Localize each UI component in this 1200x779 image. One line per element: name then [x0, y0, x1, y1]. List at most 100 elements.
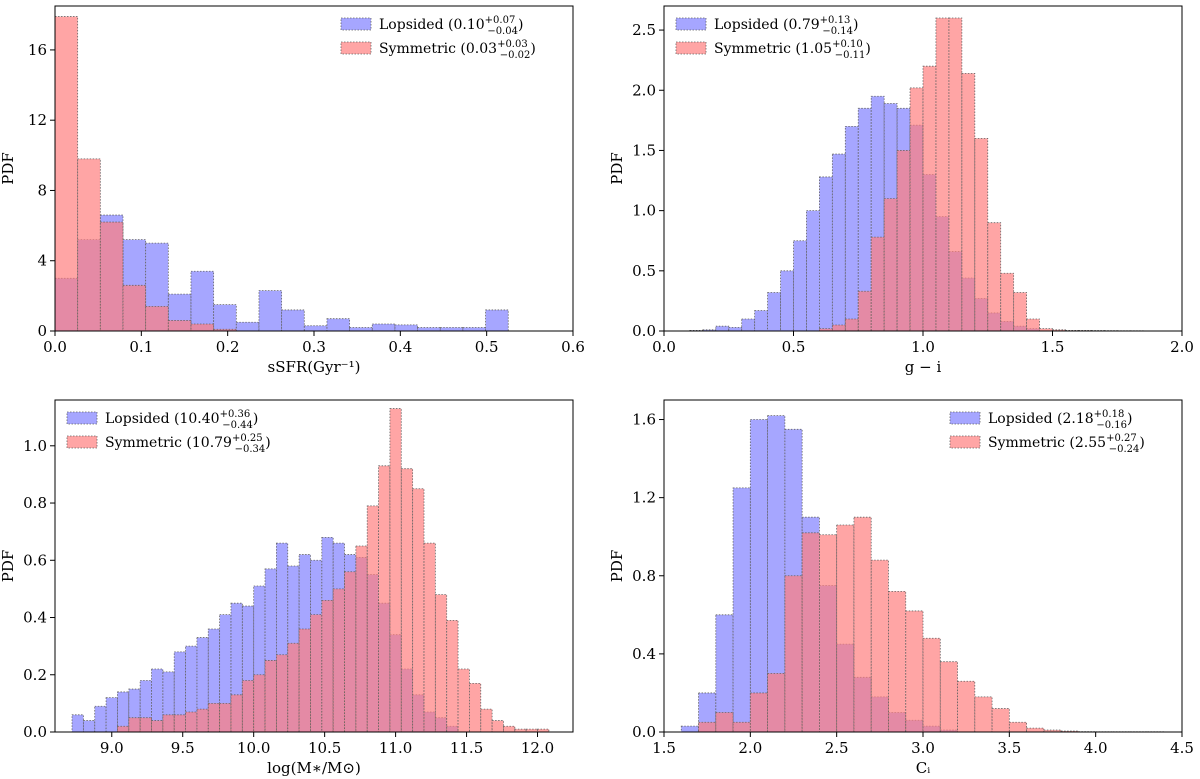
bar-symmetric — [1026, 727, 1045, 732]
bar-lopsided — [680, 725, 699, 732]
x-tick-label: 0.4 — [388, 338, 412, 356]
bar-symmetric — [935, 17, 950, 331]
x-tick-label: 0.2 — [216, 338, 240, 356]
bar-symmetric — [167, 320, 192, 331]
bar-lopsided — [371, 323, 396, 331]
bar-symmetric — [298, 628, 311, 732]
bar-symmetric — [831, 324, 846, 331]
y-tick-label: 0.8 — [23, 494, 47, 512]
x-axis-label: Cᵢ — [916, 759, 931, 777]
bar-symmetric — [55, 16, 79, 331]
y-tick-label: 1.0 — [23, 437, 47, 455]
y-tick-label: 0.4 — [23, 609, 47, 627]
bar-symmetric — [99, 221, 124, 331]
bar-symmetric — [922, 65, 937, 331]
bar-symmetric — [264, 660, 277, 732]
y-tick-label: 0 — [37, 322, 47, 340]
y-tick-label: 2.5 — [632, 21, 656, 39]
bar-lopsided — [258, 290, 283, 331]
legend: Lopsided (0.79+0.13 −0.14)Symmetric (1.05… — [675, 15, 871, 61]
bar-symmetric — [1013, 292, 1028, 331]
bar-symmetric — [190, 323, 215, 331]
y-tick-label: 4 — [37, 252, 47, 270]
bar-lopsided — [241, 605, 255, 732]
legend-swatch-symmetric — [675, 41, 707, 55]
legend-label-symmetric: Symmetric (2.55+0.27 −0.24) — [988, 433, 1145, 455]
bar-symmetric — [974, 138, 989, 331]
bar-symmetric — [784, 575, 803, 732]
bar-lopsided — [394, 324, 419, 331]
bar-symmetric — [122, 284, 147, 331]
x-tick-label: 0.5 — [782, 338, 806, 356]
bars-g-i — [689, 17, 1170, 331]
bar-symmetric — [434, 594, 448, 732]
bar-lopsided — [462, 327, 486, 331]
bar-lopsided — [303, 325, 328, 331]
bar-lopsided — [767, 292, 781, 331]
bar-symmetric — [446, 619, 459, 732]
y-tick-label: 1.2 — [632, 489, 656, 507]
x-axis-label: sSFR(Gyr⁻¹) — [268, 358, 361, 376]
axes-frame — [54, 399, 574, 733]
bar-symmetric — [275, 654, 289, 732]
panel-mstar: 9.0 9.5 10.0 10.5 11.0 11.5 12.0 0.0 0.2 0.4 0.6 0.… — [0, 399, 574, 777]
x-tick-label: 1.0 — [911, 338, 935, 356]
bar-lopsided — [207, 628, 221, 732]
x-tick-label: 11.0 — [379, 739, 412, 757]
bar-lopsided — [485, 309, 509, 331]
bars-ssfr — [55, 16, 509, 331]
bar-symmetric — [896, 150, 911, 331]
x-tick-label: 3.5 — [997, 739, 1021, 757]
bar-lopsided — [190, 270, 215, 331]
x-tick-label: 4.0 — [1084, 739, 1108, 757]
series-symmetric — [55, 16, 237, 331]
bar-symmetric — [836, 524, 855, 732]
y-tick-label: 0.0 — [23, 723, 47, 741]
bar-lopsided — [162, 671, 175, 732]
x-tick-label: 1.5 — [652, 739, 676, 757]
legend-swatch-lopsided — [340, 17, 372, 31]
bar-lopsided — [844, 125, 859, 331]
legend-label-symmetric: Symmetric (1.05+0.10 −0.11) — [714, 39, 871, 61]
bar-symmetric — [230, 694, 243, 732]
x-tick-label: 2.5 — [825, 739, 849, 757]
legend-label-symmetric: Symmetric (0.03+0.03 −0.02) — [379, 39, 536, 61]
bar-symmetric — [412, 488, 425, 732]
x-tick-label: 0.0 — [43, 338, 67, 356]
bar-symmetric — [870, 236, 885, 331]
y-tick-label: 0.6 — [23, 551, 47, 569]
bar-symmetric — [310, 614, 323, 732]
legend: Lopsided (10.40+0.36 −0.44)Symmetric (10.… — [66, 409, 271, 455]
x-tick-label: 3.0 — [911, 739, 935, 757]
bar-symmetric — [909, 87, 924, 331]
bar-symmetric — [185, 711, 198, 732]
bar-symmetric — [344, 571, 357, 732]
bar-symmetric — [939, 661, 958, 732]
bar-symmetric — [480, 708, 493, 732]
bar-lopsided — [281, 309, 305, 331]
bar-symmetric — [1052, 329, 1066, 331]
bar-symmetric — [844, 318, 859, 331]
x-tick-label: 0.5 — [475, 338, 499, 356]
legend-swatch-lopsided — [949, 411, 981, 425]
x-tick-label: 11.5 — [450, 739, 483, 757]
y-tick-label: 8 — [37, 181, 47, 199]
bar-lopsided — [71, 714, 84, 732]
bar-symmetric — [948, 17, 963, 331]
panel-g-i: 0.0 0.5 1.0 1.5 2.0 0.0 0.5 1.0 1.5 2.0 2.5 g − i PD… — [608, 5, 1194, 376]
series-symmetric — [117, 408, 550, 732]
bar-symmetric — [767, 673, 786, 732]
legend-label-lopsided: Lopsided (0.79+0.13 −0.14) — [714, 15, 858, 37]
panel-ssfr: 0.0 0.1 0.2 0.3 0.4 0.5 0.6 0 4 8 12 16 sSFR(Gyr⁻¹) P… — [0, 5, 585, 376]
y-tick-label: 1.5 — [632, 141, 656, 159]
bars-ci — [680, 415, 1166, 732]
bar-symmetric — [715, 712, 734, 732]
series-symmetric — [819, 17, 1170, 331]
x-tick-label: 0.1 — [129, 338, 153, 356]
bar-symmetric — [870, 559, 889, 732]
bar-symmetric — [128, 717, 141, 732]
x-axis-label: g − i — [905, 358, 942, 376]
y-axis-label: PDF — [0, 152, 17, 185]
legend-swatch-symmetric — [66, 435, 98, 449]
